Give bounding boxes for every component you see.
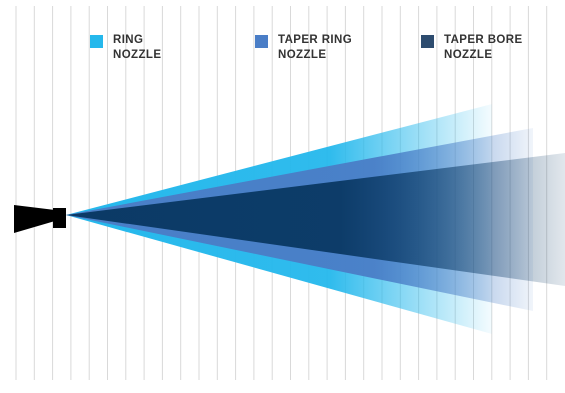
nozzle-tip <box>53 208 66 228</box>
legend-swatch-taper-bore-nozzle <box>421 35 434 48</box>
legend-item-taper-ring-nozzle: TAPER RING NOZZLE <box>255 33 352 63</box>
legend-item-taper-bore-nozzle: TAPER BORE NOZZLE <box>421 33 523 63</box>
taper-bore-nozzle-spray <box>66 153 565 286</box>
legend-item-ring-nozzle: RING NOZZLE <box>90 33 161 63</box>
nozzle-icon <box>14 205 66 233</box>
legend-label-taper-bore-nozzle: TAPER BORE NOZZLE <box>444 34 523 61</box>
legend-label-ring-nozzle: RING NOZZLE <box>113 34 162 61</box>
legend-label-taper-ring-nozzle: TAPER RING NOZZLE <box>278 34 353 61</box>
legend-swatch-taper-ring-nozzle <box>255 35 268 48</box>
legend-swatch-ring-nozzle <box>90 35 103 48</box>
nozzle-body <box>14 205 55 233</box>
